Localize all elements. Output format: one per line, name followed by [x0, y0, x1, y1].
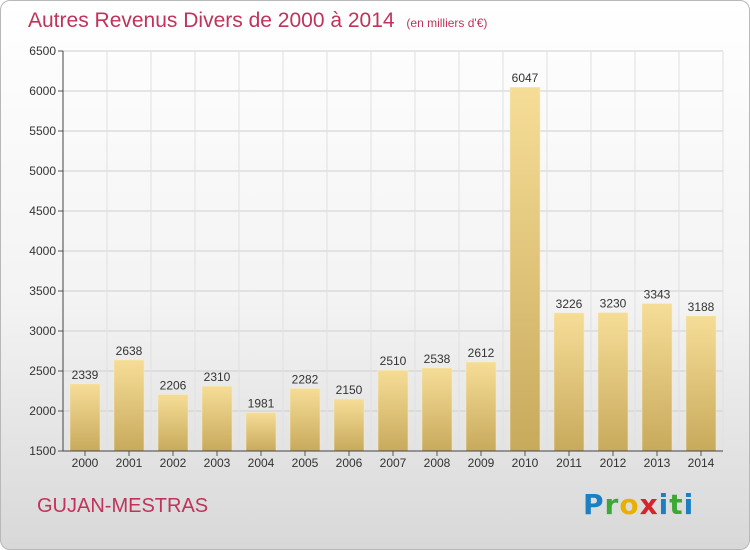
- x-tick-label: 2001: [116, 456, 143, 470]
- bar-2012: [597, 312, 629, 452]
- y-tick-label: 3000: [29, 324, 56, 338]
- x-tick-label: 2003: [204, 456, 231, 470]
- bar-2000: [69, 383, 101, 452]
- y-tick-label: 1500: [29, 444, 56, 458]
- data-label: 6047: [512, 71, 539, 85]
- data-label: 2638: [116, 344, 143, 358]
- x-tick-label: 2012: [600, 456, 627, 470]
- y-tick-label: 3500: [29, 284, 56, 298]
- x-tick-label: 2011: [556, 456, 582, 470]
- x-tick-label: 2014: [688, 456, 715, 470]
- y-tick-label: 5500: [29, 124, 56, 138]
- proxiti-logo: Proxiti: [583, 488, 695, 521]
- chart-title: Autres Revenus Divers de 2000 à 2014: [28, 9, 395, 32]
- bar-2005: [289, 388, 321, 452]
- data-label: 1981: [248, 397, 275, 411]
- bar-2008: [421, 367, 453, 452]
- data-label: 3226: [556, 297, 583, 311]
- data-label: 2538: [424, 352, 451, 366]
- bar-2003: [201, 385, 233, 452]
- y-tick-label: 4000: [29, 244, 56, 258]
- chart-title-block: Autres Revenus Divers de 2000 à 2014 (en…: [28, 9, 487, 33]
- data-label: 2339: [72, 368, 99, 382]
- y-tick-label: 4500: [29, 204, 56, 218]
- bar-2013: [641, 303, 673, 452]
- x-tick-label: 2007: [380, 456, 407, 470]
- data-label: 2206: [160, 379, 187, 393]
- x-tick-label: 2013: [644, 456, 671, 470]
- data-label: 2310: [204, 370, 231, 384]
- y-tick-label: 2000: [29, 404, 56, 418]
- bar-2014: [685, 315, 717, 452]
- bar-2004: [245, 412, 277, 452]
- x-tick-label: 2009: [468, 456, 495, 470]
- x-tick-label: 2010: [512, 456, 539, 470]
- bar-2001: [113, 359, 145, 452]
- x-tick-label: 2005: [292, 456, 319, 470]
- y-tick-label: 6500: [29, 44, 56, 58]
- x-tick-label: 2004: [248, 456, 275, 470]
- data-label: 2612: [468, 346, 495, 360]
- y-tick-label: 6000: [29, 84, 56, 98]
- data-label: 2510: [380, 354, 407, 368]
- bar-2010: [509, 86, 541, 452]
- bar-2002: [157, 394, 189, 452]
- commune-name: GUJAN-MESTRAS: [37, 495, 209, 517]
- chart-subtitle: (en milliers d'€): [406, 16, 488, 30]
- x-tick-label: 2000: [72, 456, 99, 470]
- data-label: 2150: [336, 383, 363, 397]
- y-tick-label: 5000: [29, 164, 56, 178]
- data-label: 3230: [600, 297, 627, 311]
- bar-2007: [377, 369, 409, 452]
- bar-2011: [553, 312, 585, 452]
- x-tick-label: 2002: [160, 456, 187, 470]
- bar-2006: [333, 398, 365, 452]
- data-label: 3188: [688, 300, 715, 314]
- data-label: 3343: [644, 288, 671, 302]
- x-tick-label: 2008: [424, 456, 451, 470]
- data-label: 2282: [292, 372, 319, 386]
- y-tick-label: 2500: [29, 364, 56, 378]
- x-tick-label: 2006: [336, 456, 363, 470]
- bar-2009: [465, 361, 497, 452]
